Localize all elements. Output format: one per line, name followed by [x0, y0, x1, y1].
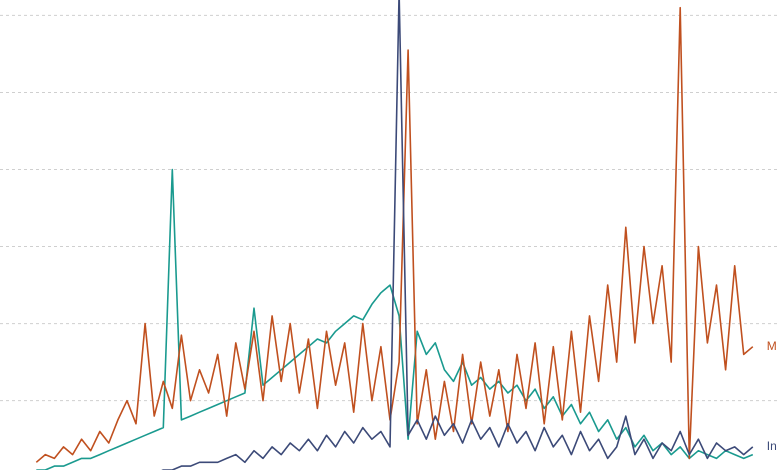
series-line [35, 6, 754, 463]
series-label: M [767, 339, 777, 353]
series-line [36, 168, 754, 470]
series-label: In [767, 439, 777, 453]
series-line [161, 0, 754, 470]
